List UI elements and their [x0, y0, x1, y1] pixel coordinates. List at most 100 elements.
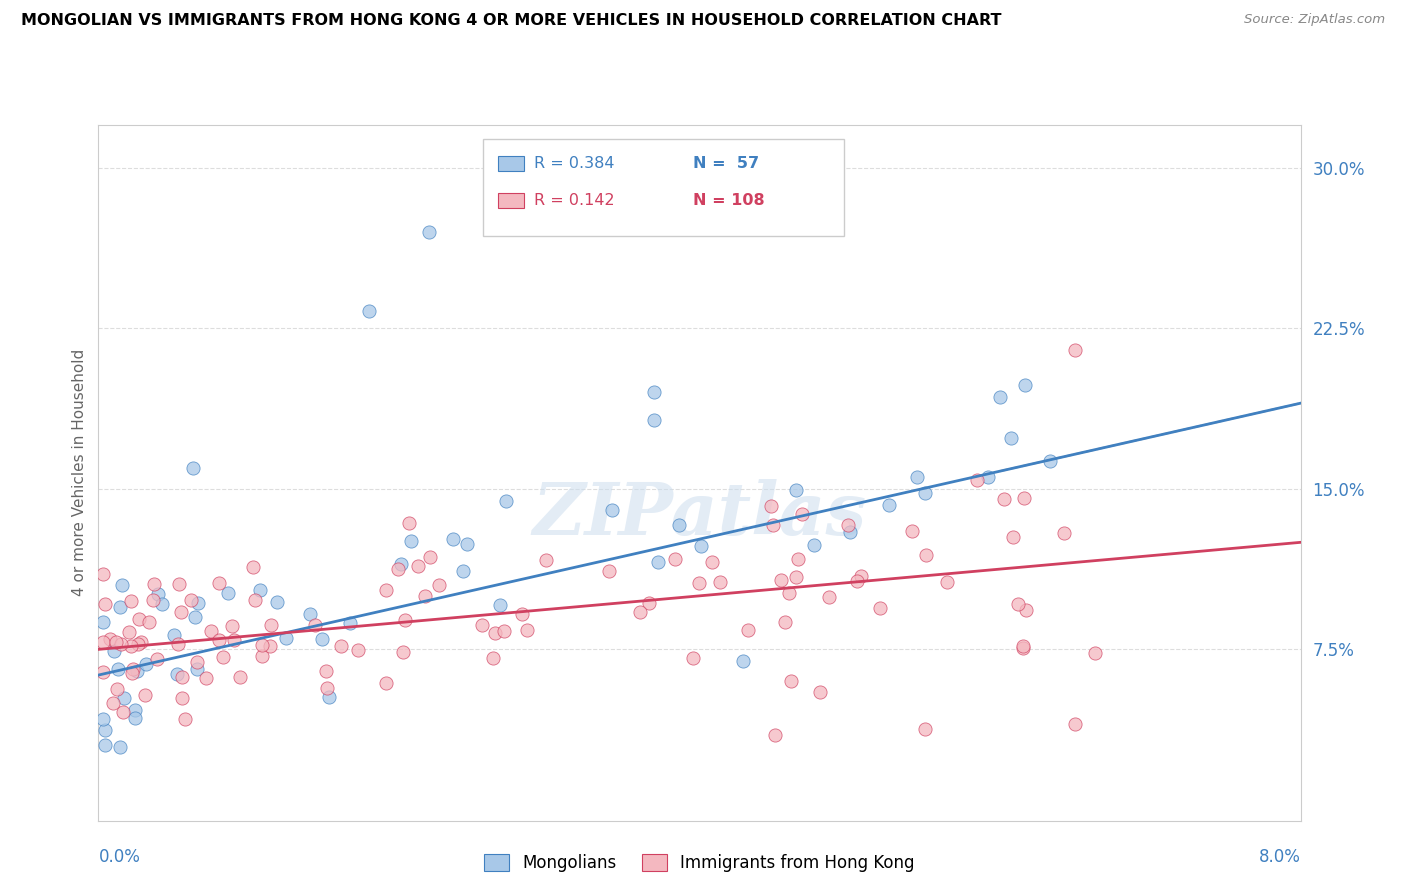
Point: [484, 625, 506, 640]
Point: [399, 534, 422, 549]
Point: [121, 665, 143, 680]
Point: [173, 712, 195, 726]
Point: [208, 576, 231, 591]
Point: [184, 610, 207, 624]
Point: [217, 586, 239, 600]
Point: [763, 728, 786, 742]
Y-axis label: 4 or more Vehicles in Household: 4 or more Vehicles in Household: [72, 349, 87, 597]
Point: [602, 503, 624, 517]
Point: [394, 613, 416, 627]
Point: [167, 637, 190, 651]
Point: [131, 635, 153, 649]
Point: [966, 473, 988, 487]
Point: [516, 624, 538, 638]
Point: [441, 532, 464, 546]
Point: [120, 594, 142, 608]
Point: [688, 576, 710, 591]
Point: [1064, 343, 1087, 357]
Point: [167, 577, 190, 591]
Point: [318, 690, 340, 704]
Point: [118, 624, 141, 639]
Point: [304, 617, 326, 632]
Point: [243, 592, 266, 607]
Point: [128, 612, 150, 626]
Point: [451, 565, 474, 579]
Point: [914, 486, 936, 500]
Point: [357, 304, 380, 318]
Point: [846, 574, 869, 588]
Point: [387, 562, 409, 576]
Point: [186, 655, 208, 669]
Point: [93, 723, 115, 737]
Point: [180, 592, 202, 607]
Point: [125, 665, 148, 679]
Bar: [484, 139, 844, 236]
Point: [108, 739, 131, 754]
Point: [638, 596, 661, 610]
Point: [181, 461, 204, 475]
Point: [682, 651, 704, 665]
Point: [166, 667, 188, 681]
Point: [339, 616, 361, 631]
Point: [762, 518, 785, 533]
Point: [311, 632, 333, 647]
Point: [489, 598, 512, 612]
Point: [598, 564, 620, 578]
Point: [298, 607, 321, 621]
Point: [456, 537, 478, 551]
Point: [347, 643, 370, 657]
Text: Source: ZipAtlas.com: Source: ZipAtlas.com: [1244, 13, 1385, 27]
Point: [1012, 491, 1035, 505]
Point: [849, 569, 872, 583]
Point: [146, 587, 169, 601]
Point: [779, 673, 801, 688]
Point: [647, 555, 669, 569]
Point: [803, 538, 825, 552]
Point: [471, 618, 494, 632]
Point: [737, 623, 759, 637]
Point: [1014, 377, 1036, 392]
Point: [186, 662, 208, 676]
Point: [494, 624, 516, 639]
Point: [785, 570, 807, 584]
Text: ZIPatlas: ZIPatlas: [533, 479, 866, 550]
Point: [101, 696, 124, 710]
Point: [773, 615, 796, 630]
Point: [664, 552, 686, 566]
Point: [221, 619, 243, 633]
Point: [266, 595, 288, 609]
Point: [391, 557, 413, 571]
Point: [91, 665, 114, 679]
Point: [643, 385, 665, 400]
Point: [187, 596, 209, 610]
Legend: Mongolians, Immigrants from Hong Kong: Mongolians, Immigrants from Hong Kong: [478, 847, 921, 879]
Point: [200, 624, 222, 638]
Point: [700, 555, 723, 569]
Point: [418, 225, 440, 239]
Point: [398, 516, 420, 530]
Point: [495, 494, 517, 508]
Point: [250, 648, 273, 663]
Point: [172, 670, 194, 684]
Point: [869, 601, 891, 615]
Bar: [498, 156, 524, 171]
Point: [98, 632, 121, 646]
Point: [534, 552, 557, 566]
Point: [1015, 603, 1038, 617]
Point: [138, 615, 160, 629]
Point: [1012, 641, 1035, 656]
Point: [93, 635, 115, 649]
Point: [142, 593, 165, 607]
Point: [391, 645, 413, 659]
Point: [212, 650, 235, 665]
Text: 0.0%: 0.0%: [98, 848, 141, 866]
Point: [1007, 597, 1029, 611]
Point: [91, 615, 114, 629]
Point: [224, 633, 246, 648]
Point: [103, 644, 125, 658]
Point: [808, 685, 831, 699]
Point: [759, 500, 782, 514]
Point: [112, 691, 135, 706]
Point: [709, 574, 731, 589]
Point: [413, 589, 436, 603]
